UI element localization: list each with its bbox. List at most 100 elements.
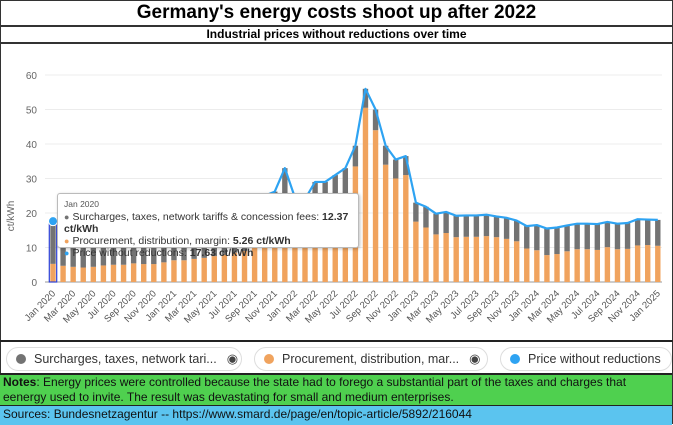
bar-procurement bbox=[241, 250, 248, 282]
tooltip-label: Procurement, distribution, margin: bbox=[72, 235, 233, 247]
bar-procurement bbox=[171, 260, 177, 282]
bar-procurement bbox=[211, 256, 217, 282]
y-tick-label: 20 bbox=[26, 209, 38, 220]
bar-surcharges bbox=[443, 211, 449, 234]
bar-procurement bbox=[554, 254, 560, 282]
bar-procurement bbox=[251, 245, 258, 282]
tooltip-value: 5.26 ct/kWh bbox=[232, 235, 291, 247]
bar-procurement bbox=[624, 248, 631, 282]
bar-procurement bbox=[362, 107, 369, 283]
notes-label: Notes bbox=[3, 375, 37, 389]
bar-procurement bbox=[574, 249, 580, 282]
bar-procurement bbox=[261, 238, 268, 282]
bar-procurement bbox=[231, 252, 238, 282]
bar-procurement bbox=[151, 264, 157, 282]
bar-surcharges bbox=[503, 217, 510, 239]
bar-procurement bbox=[423, 227, 429, 282]
bar-procurement bbox=[70, 266, 76, 282]
bar-surcharges bbox=[655, 219, 661, 246]
bar-procurement bbox=[513, 241, 520, 282]
eye-icon[interactable]: ◉ bbox=[226, 351, 239, 366]
legend-label: Price without reductions bbox=[528, 352, 661, 366]
bar-procurement bbox=[393, 178, 399, 282]
bar-procurement bbox=[534, 250, 540, 282]
bar-procurement bbox=[60, 265, 66, 282]
series-dot-icon bbox=[264, 354, 274, 364]
bar-surcharges bbox=[483, 214, 490, 237]
bar-procurement bbox=[614, 249, 621, 282]
bar-procurement bbox=[443, 233, 449, 282]
bar-procurement bbox=[453, 237, 459, 282]
bar-procurement bbox=[594, 249, 601, 282]
y-tick-label: 0 bbox=[31, 278, 37, 289]
bar-procurement bbox=[372, 130, 379, 282]
bar-surcharges bbox=[372, 109, 379, 131]
chart-title: Germany's energy costs shoot up after 20… bbox=[0, 0, 673, 27]
tooltip-row-procurement: ● Procurement, distribution, margin: 5.26… bbox=[64, 235, 291, 247]
bar-surcharges bbox=[342, 168, 349, 195]
tooltip-value: 12.37 ct/kWh bbox=[64, 211, 349, 235]
bar-procurement bbox=[493, 237, 500, 282]
bar-surcharges bbox=[403, 156, 409, 176]
bar-surcharges bbox=[463, 215, 469, 237]
bar-procurement bbox=[201, 257, 207, 282]
sources-box: Sources: Bundesnetzagentur -- https://ww… bbox=[0, 405, 672, 425]
bar-surcharges bbox=[493, 216, 500, 238]
legend: Surcharges, taxes, network tari... ◉ Proc… bbox=[0, 340, 673, 372]
bar-surcharges bbox=[534, 225, 540, 251]
bar-surcharges bbox=[604, 221, 611, 248]
eye-icon[interactable]: ◉ bbox=[469, 351, 481, 366]
tooltip-label: Surcharges, taxes, network tariffs & con… bbox=[72, 211, 323, 223]
y-tick-label: 10 bbox=[26, 244, 38, 255]
bar-surcharges bbox=[645, 219, 651, 246]
bar-surcharges bbox=[544, 228, 550, 256]
series-dot-icon bbox=[16, 354, 26, 364]
y-tick-label: 40 bbox=[26, 140, 38, 151]
bar-procurement bbox=[634, 245, 641, 282]
bar-procurement bbox=[302, 228, 308, 282]
bar-procurement bbox=[90, 266, 97, 282]
bar-surcharges bbox=[332, 175, 338, 203]
y-tick-label: 30 bbox=[26, 175, 38, 186]
bar-surcharges bbox=[433, 213, 439, 235]
notes-text: : Energy prices were controlled because … bbox=[3, 375, 627, 404]
bar-procurement bbox=[130, 263, 137, 282]
bar-surcharges bbox=[594, 224, 601, 250]
bar-procurement bbox=[655, 245, 661, 282]
bar-procurement bbox=[272, 233, 278, 282]
bar-procurement bbox=[473, 236, 480, 282]
bar-surcharges bbox=[282, 168, 288, 210]
y-tick-label: 60 bbox=[26, 71, 38, 82]
bar-procurement bbox=[80, 267, 86, 282]
bar-surcharges bbox=[624, 223, 631, 249]
bar-surcharges bbox=[564, 225, 570, 252]
legend-item-procurement[interactable]: Procurement, distribution, mar... ◉ bbox=[254, 347, 488, 371]
bar-surcharges bbox=[524, 226, 530, 249]
bar-surcharges bbox=[352, 145, 359, 167]
bar-procurement bbox=[645, 245, 651, 282]
bar-procurement bbox=[161, 262, 167, 282]
bar-surcharges bbox=[382, 145, 389, 165]
bar-surcharges bbox=[513, 220, 520, 242]
legend-label: Procurement, distribution, mar... bbox=[282, 352, 460, 366]
notes-box: Notes: Energy prices were controlled bec… bbox=[0, 373, 672, 406]
bar-procurement bbox=[483, 236, 490, 282]
bar-procurement bbox=[584, 249, 590, 282]
bar-surcharges bbox=[473, 215, 480, 237]
bar-procurement bbox=[191, 258, 197, 282]
bar-procurement bbox=[413, 221, 419, 282]
legend-item-price[interactable]: Price without reductions bbox=[500, 347, 672, 371]
bar-surcharges bbox=[413, 202, 419, 222]
bar-surcharges bbox=[423, 206, 429, 228]
chart-subtitle: Industrial prices without reductions ove… bbox=[0, 27, 673, 44]
bar-surcharges bbox=[634, 219, 641, 246]
bar-surcharges bbox=[574, 223, 580, 250]
bar-surcharges bbox=[393, 159, 399, 179]
bar-procurement bbox=[564, 251, 570, 282]
tooltip-row-surcharges: ● Surcharges, taxes, network tariffs & co… bbox=[64, 211, 349, 235]
bar-surcharges bbox=[50, 221, 56, 264]
y-axis-label: ct/kWh bbox=[6, 201, 17, 232]
bar-surcharges bbox=[554, 227, 560, 255]
legend-item-surcharges[interactable]: Surcharges, taxes, network tari... ◉ bbox=[6, 347, 242, 371]
